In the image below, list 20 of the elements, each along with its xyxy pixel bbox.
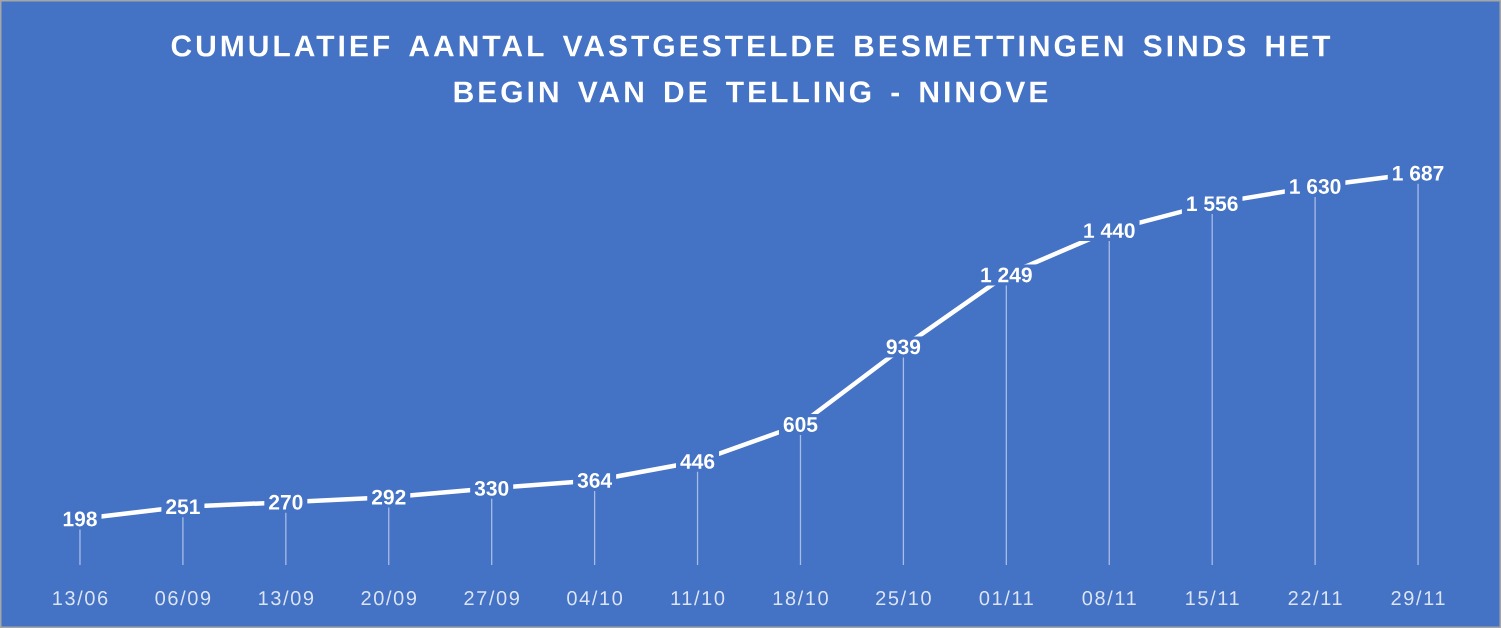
x-tick-label: 20/09: [361, 590, 417, 606]
data-label: 1 440: [1084, 223, 1135, 239]
x-tick-label: 13/09: [259, 590, 314, 606]
x-tick-label: 08/11: [1082, 590, 1136, 606]
chart-title: CUMULATIEF AANTAL VASTGESTELDE BESMETTINGEN SINDS HET BEGIN VAN DE TELLING - NINOVE: [171, 35, 1331, 103]
data-label: 1 630: [1290, 179, 1341, 194]
x-tick-label: 18/10: [773, 590, 828, 606]
x-tick-label: 06/09: [155, 590, 211, 606]
data-label: 1 249: [981, 267, 1032, 283]
x-tick-label: 25/10: [876, 590, 931, 606]
x-tick-label: 15/11: [1186, 590, 1239, 606]
x-tick-label: 11/10: [671, 590, 725, 606]
data-label: 1 687: [1393, 165, 1444, 181]
x-tick-label: 29/11: [1391, 590, 1445, 606]
x-tick-label: 27/09: [464, 590, 519, 606]
x-tick-label: 13/06: [53, 590, 108, 606]
x-tick-label: 22/11: [1288, 590, 1342, 606]
x-tick-label: 04/10: [567, 590, 623, 606]
data-label: 1 556: [1187, 196, 1238, 212]
x-tick-label: 01/11: [979, 590, 1033, 606]
